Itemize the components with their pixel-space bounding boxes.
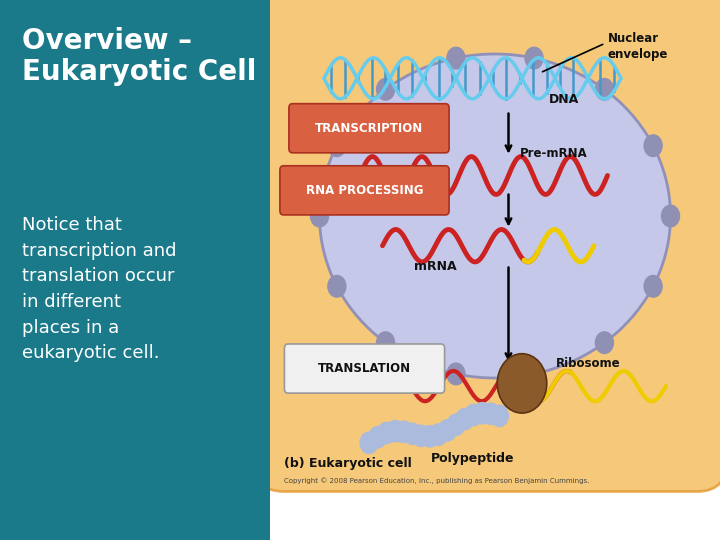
Circle shape [395, 421, 413, 443]
Circle shape [595, 78, 613, 100]
Text: RNA PROCESSING: RNA PROCESSING [306, 184, 423, 197]
FancyBboxPatch shape [252, 0, 720, 491]
Circle shape [447, 363, 465, 384]
Circle shape [447, 414, 465, 436]
Text: Pre-mRNA: Pre-mRNA [520, 146, 588, 160]
Circle shape [473, 402, 491, 424]
Circle shape [386, 421, 404, 442]
Text: DNA: DNA [549, 92, 580, 106]
Text: Copyright © 2008 Pearson Education, Inc., publishing as Pearson Benjamin Cumming: Copyright © 2008 Pearson Education, Inc.… [284, 477, 589, 484]
Circle shape [403, 423, 421, 444]
Circle shape [662, 205, 680, 227]
Circle shape [447, 48, 465, 69]
Circle shape [328, 135, 346, 157]
FancyBboxPatch shape [280, 166, 449, 215]
Circle shape [310, 205, 328, 227]
Circle shape [369, 427, 387, 448]
Circle shape [595, 332, 613, 354]
Circle shape [482, 403, 500, 424]
Circle shape [456, 408, 474, 430]
Circle shape [328, 275, 346, 297]
Circle shape [360, 432, 378, 454]
Text: Notice that
transcription and
translation occur
in different
places in a
eukaryo: Notice that transcription and translatio… [22, 216, 176, 362]
Circle shape [525, 48, 543, 69]
Circle shape [377, 332, 395, 354]
FancyBboxPatch shape [284, 344, 445, 393]
Circle shape [498, 354, 546, 413]
Circle shape [412, 425, 431, 447]
Text: mRNA: mRNA [414, 260, 456, 273]
Text: (b) Eukaryotic cell: (b) Eukaryotic cell [284, 457, 411, 470]
Circle shape [438, 420, 456, 441]
Ellipse shape [320, 54, 670, 378]
Circle shape [430, 424, 448, 446]
Circle shape [525, 363, 543, 384]
Text: TRANSLATION: TRANSLATION [318, 362, 411, 375]
FancyBboxPatch shape [289, 104, 449, 153]
Text: Polypeptide: Polypeptide [431, 451, 514, 465]
Circle shape [377, 422, 395, 444]
Circle shape [377, 78, 395, 100]
Circle shape [421, 426, 439, 447]
Circle shape [490, 405, 508, 427]
Text: Overview –
Eukaryotic Cell: Overview – Eukaryotic Cell [22, 27, 256, 86]
Text: TRANSCRIPTION: TRANSCRIPTION [315, 122, 423, 135]
Circle shape [644, 275, 662, 297]
Circle shape [464, 404, 482, 426]
Text: Ribosome: Ribosome [556, 357, 621, 370]
Circle shape [644, 135, 662, 157]
Text: Nuclear
envelope: Nuclear envelope [608, 32, 668, 62]
